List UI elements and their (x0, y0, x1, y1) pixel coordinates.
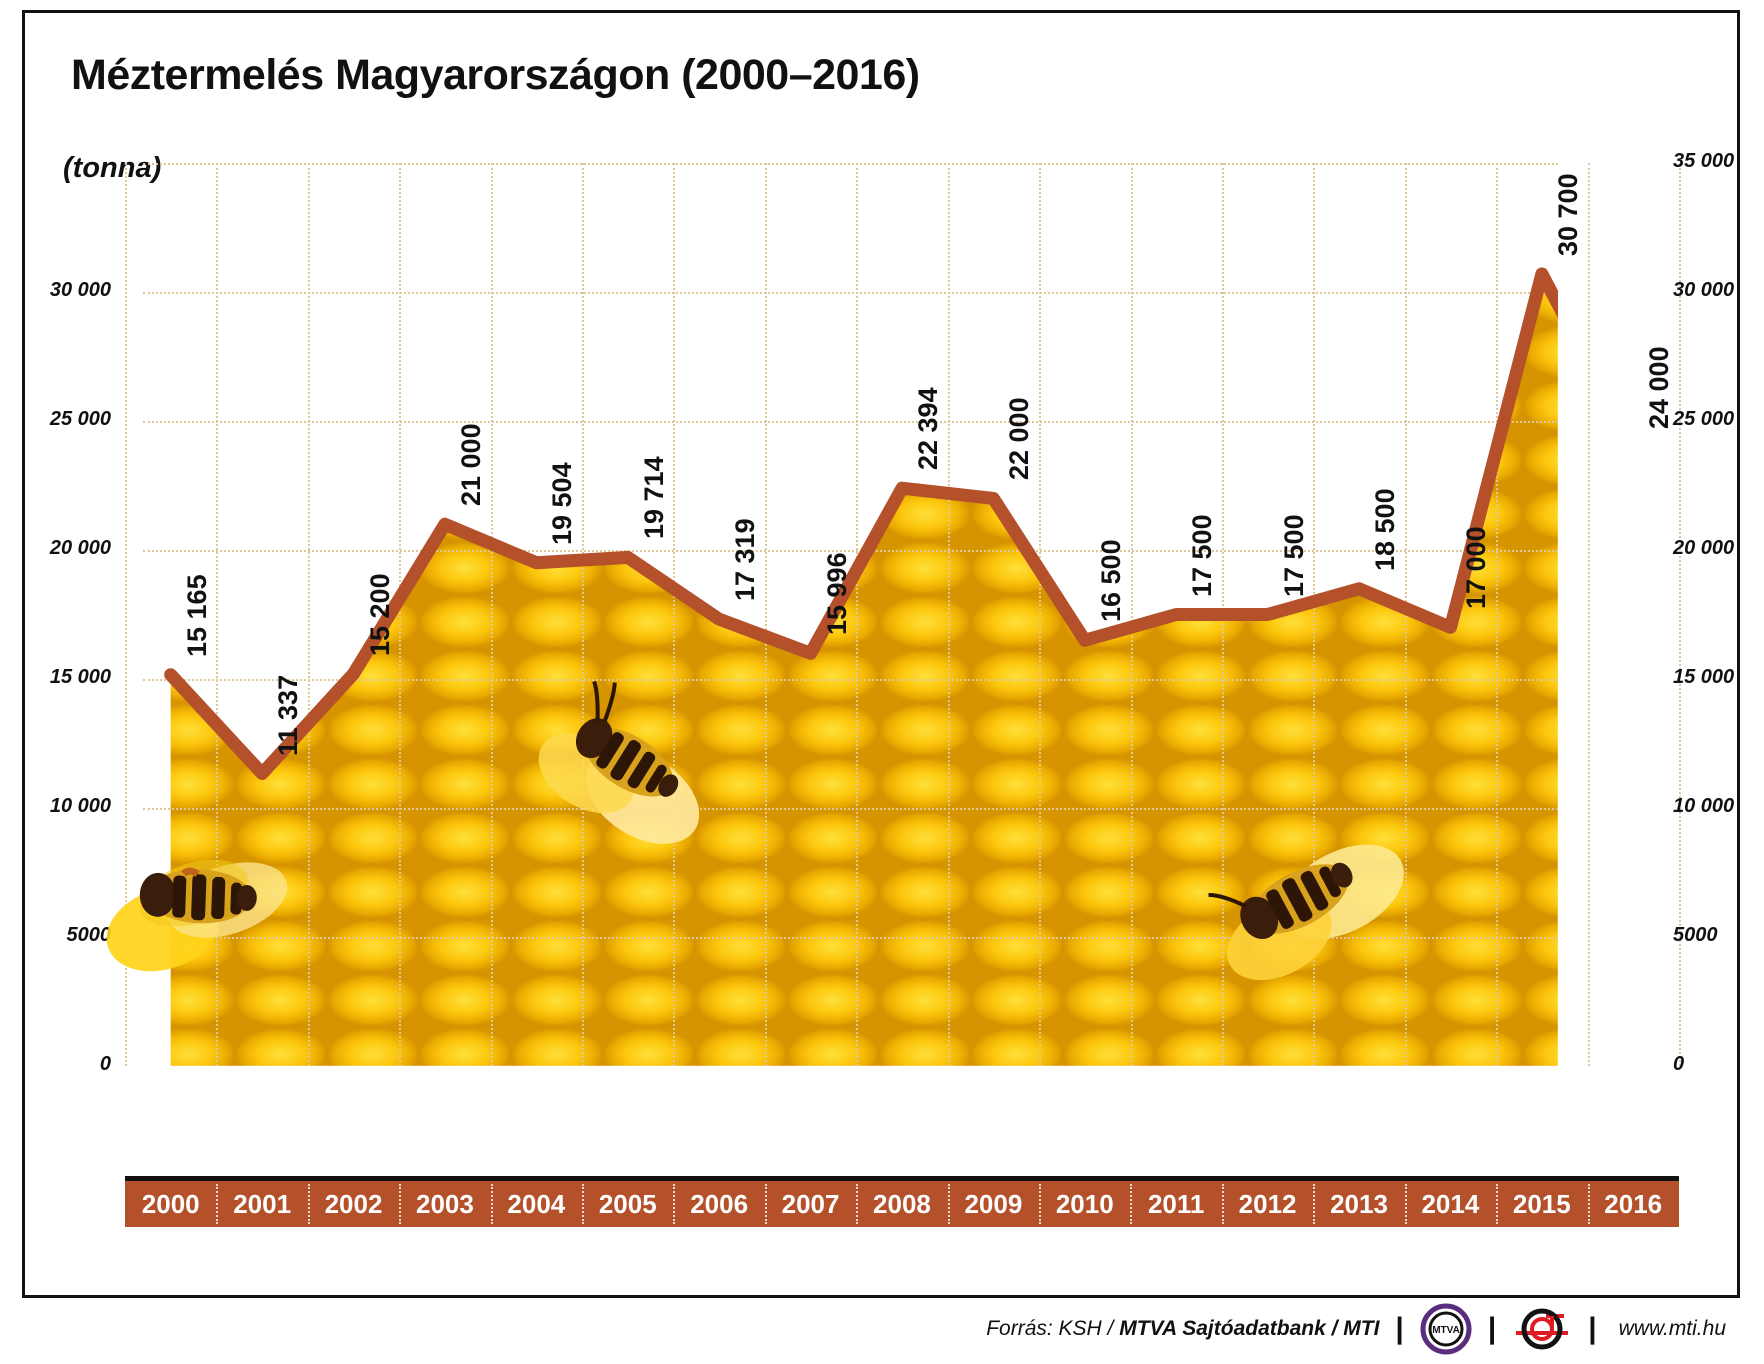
line-series-honey-production (164, 267, 1558, 780)
x-axis-year-2010[interactable]: 2010 (1039, 1181, 1130, 1227)
y-axis-tick-right: 30 000 (1673, 279, 1735, 301)
x-axis-year-2015[interactable]: 2015 (1496, 1181, 1587, 1227)
gridline-horizontal (143, 550, 1558, 552)
y-axis-tick-left: 5000 (66, 924, 112, 946)
y-axis-tick-left: 0 (99, 1053, 111, 1075)
infographic-frame: Méztermelés Magyarországon (2000–2016) (… (22, 10, 1740, 1298)
data-point-label: 30 700 (1552, 173, 1583, 256)
gridline-horizontal (143, 163, 1558, 165)
data-point-label: 16 500 (1095, 539, 1126, 623)
gridline-vertical (1496, 163, 1499, 1066)
x-axis-year-2007[interactable]: 2007 (764, 1181, 856, 1227)
x-axis-year-2016[interactable]: 2016 (1587, 1181, 1679, 1227)
data-point-label: 19 504 (547, 462, 578, 545)
gridline-vertical (399, 163, 402, 1066)
x-axis-year-2012[interactable]: 2012 (1221, 1181, 1313, 1227)
y-axis-tick-right: 20 000 (1673, 537, 1735, 559)
gridline-vertical (1130, 163, 1133, 1066)
mtva-logo: MTVA (1420, 1303, 1472, 1355)
data-point-label: 21 000 (455, 423, 486, 507)
data-point-label: 22 394 (913, 387, 943, 471)
y-axis-tick-right: 5000 (1673, 924, 1718, 946)
gridline-horizontal (143, 808, 1558, 810)
source-credit: Forrás: KSH / MTVA Sajtóadatbank / MTI (986, 1317, 1379, 1341)
data-point-label: 22 000 (1004, 397, 1035, 481)
data-point-label: 19 714 (638, 456, 669, 540)
data-point-label: 11 337 (273, 674, 304, 756)
data-point-label: 15 165 (181, 574, 212, 657)
data-point-label: 18 500 (1370, 488, 1401, 571)
svg-text:MTVA: MTVA (1432, 1325, 1460, 1336)
bee-illustration-middle (538, 680, 700, 844)
x-axis-year-2011[interactable]: 2011 (1130, 1181, 1221, 1227)
x-axis-year-2009[interactable]: 2009 (947, 1181, 1039, 1227)
page-title: Méztermelés Magyarországon (2000–2016) (71, 51, 920, 99)
data-point-label: 15 200 (364, 573, 395, 656)
x-axis-year-2004[interactable]: 2004 (490, 1181, 582, 1227)
y-axis-tick-right: 10 000 (1673, 795, 1735, 817)
website-url: www.mti.hu (1618, 1317, 1726, 1340)
data-point-label: 17 500 (1278, 513, 1309, 597)
y-axis-tick-left: 15 000 (49, 666, 111, 688)
x-axis-year-2003[interactable]: 2003 (399, 1181, 490, 1227)
footer-separator-1: | (1395, 1312, 1404, 1345)
source-prefix: Forrás: KSH / (986, 1317, 1120, 1340)
x-axis-year-2014[interactable]: 2014 (1404, 1181, 1496, 1227)
gridline-vertical (764, 163, 767, 1066)
y-axis-tick-right: 15 000 (1673, 666, 1735, 688)
y-axis-tick-left: 10 000 (49, 795, 111, 817)
y-axis-tick-right: 25 000 (1673, 408, 1735, 430)
footer-bar: Forrás: KSH / MTVA Sajtóadatbank / MTI |… (22, 1300, 1740, 1358)
data-point-label: 24 000 (1644, 346, 1675, 429)
mti-logo (1516, 1308, 1569, 1350)
data-point-label: 17 319 (730, 518, 761, 602)
footer-separator-3: | (1588, 1312, 1597, 1345)
gridline-vertical (1313, 163, 1316, 1066)
gridline-vertical (307, 163, 310, 1066)
y-axis-tick-left: 20 000 (49, 537, 111, 559)
footer-separator-2: | (1487, 1312, 1497, 1345)
x-axis-year-2002[interactable]: 2002 (307, 1181, 399, 1227)
y-axis-tick-left: 25 000 (49, 408, 111, 430)
y-axis-unit-label: (tonna) (63, 152, 162, 184)
gridline-vertical (1039, 163, 1042, 1066)
data-point-label: 17 500 (1187, 513, 1218, 597)
gridline-vertical (673, 163, 676, 1066)
gridline-vertical (1587, 163, 1590, 1066)
bee-illustration-left (106, 859, 288, 972)
x-axis-year-2001[interactable]: 2001 (216, 1181, 307, 1227)
x-axis-year-band: 2000 2001 2002 2003 2004 2005 2006 2007 2008 2009… (125, 1176, 1679, 1227)
y-axis-tick-right: 35 000 (1673, 150, 1735, 172)
gridline-vertical (125, 163, 127, 1066)
bee-illustration-right (1208, 844, 1404, 981)
honey-production-line (164, 267, 1558, 780)
gridline-horizontal (143, 679, 1558, 681)
gridline-horizontal (143, 421, 1558, 423)
gridline-horizontal (143, 937, 1558, 939)
x-axis-year-2000[interactable]: 2000 (141, 1188, 200, 1219)
x-axis-year-2005[interactable]: 2005 (582, 1181, 673, 1227)
x-axis-year-2013[interactable]: 2013 (1313, 1181, 1404, 1227)
gridline-vertical (947, 163, 950, 1066)
source-bold: MTVA Sajtóadatbank / MTI (1119, 1317, 1380, 1340)
gridline-vertical (582, 163, 585, 1066)
gridline-vertical (1679, 163, 1681, 1066)
data-point-label: 15 996 (821, 552, 852, 636)
gridline-vertical (216, 163, 219, 1066)
x-axis-year-2006[interactable]: 2006 (673, 1181, 764, 1227)
gridline-vertical (490, 163, 493, 1066)
y-axis-tick-right: 0 (1673, 1053, 1685, 1075)
y-axis-tick-left: 30 000 (49, 279, 111, 301)
x-axis-year-2008[interactable]: 2008 (856, 1181, 947, 1227)
gridline-vertical (856, 163, 859, 1066)
gridline-horizontal (143, 292, 1558, 294)
data-point-label: 17 000 (1461, 526, 1492, 610)
